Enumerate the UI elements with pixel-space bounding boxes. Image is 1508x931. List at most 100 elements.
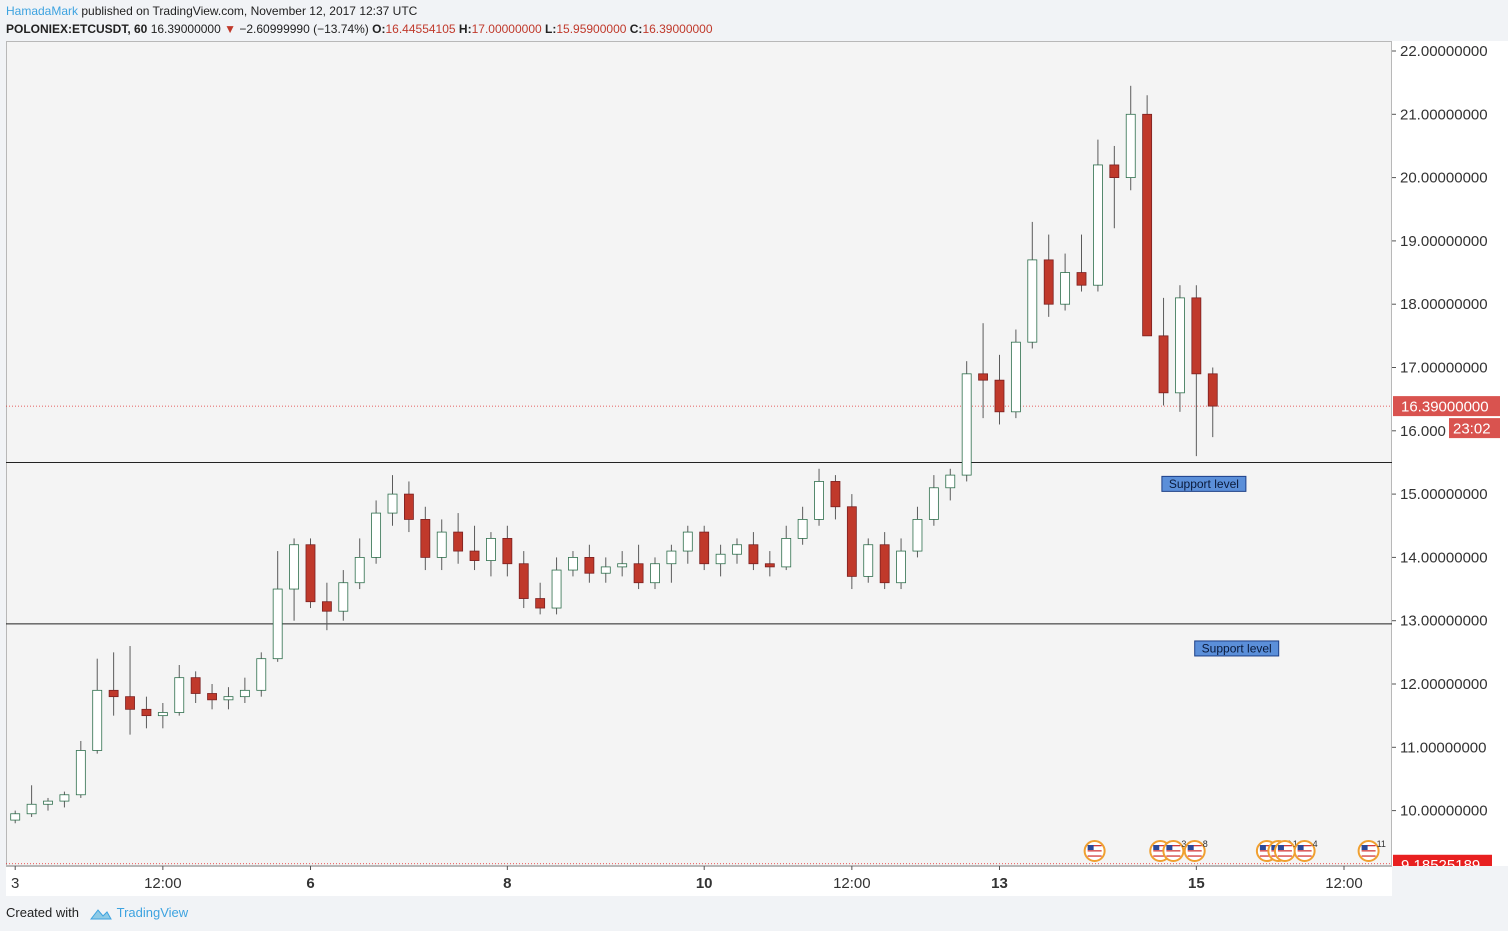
last-price: 16.39000000 bbox=[150, 22, 221, 36]
y-tick-label: 17.00000000 bbox=[1400, 360, 1488, 377]
flag-canton bbox=[1187, 845, 1194, 850]
candle-up bbox=[272, 588, 283, 660]
event-count: 3 bbox=[1181, 839, 1186, 849]
candle-up bbox=[387, 493, 398, 514]
y-tick-label: 11.00000000 bbox=[1400, 739, 1486, 756]
flag-canton bbox=[1166, 845, 1173, 850]
candle-down bbox=[469, 550, 480, 561]
flag-stripe bbox=[1153, 855, 1168, 857]
publish-info: HamadaMark published on TradingView.com,… bbox=[6, 4, 417, 18]
candle-up bbox=[1010, 341, 1021, 413]
candle-up bbox=[1027, 259, 1038, 343]
candle-down bbox=[453, 531, 464, 552]
y-tick-label: 12.00000000 bbox=[1400, 676, 1488, 693]
flag-stripe bbox=[1166, 852, 1181, 855]
candle-up bbox=[928, 487, 939, 520]
candle-up bbox=[75, 750, 86, 796]
candle-up bbox=[896, 550, 906, 584]
flag-stripe bbox=[1259, 847, 1274, 849]
candle-up bbox=[43, 800, 53, 805]
flag-stripe bbox=[1297, 850, 1312, 852]
flag-stripe bbox=[1361, 847, 1376, 849]
chart-plot-area[interactable] bbox=[6, 41, 1392, 866]
support-level-annotation: Support level bbox=[1161, 475, 1247, 492]
annotation-text: Support level bbox=[1169, 477, 1239, 491]
flag-stripe bbox=[1087, 852, 1102, 855]
flag-canton bbox=[1087, 845, 1094, 850]
candle-down bbox=[978, 373, 988, 381]
flag-stripe bbox=[1087, 850, 1102, 852]
candle-up bbox=[863, 544, 874, 577]
candle-down bbox=[633, 563, 644, 584]
y-tick-label: 21.00000000 bbox=[1400, 106, 1488, 123]
us-flag-event-icon: 4 bbox=[1293, 839, 1318, 862]
flag-canton bbox=[1361, 845, 1368, 850]
flag-canton bbox=[1297, 845, 1304, 850]
flag-stripe bbox=[1277, 850, 1292, 852]
axis-low-layer: 9.18525189 bbox=[1393, 854, 1492, 866]
flag-canton bbox=[1277, 845, 1284, 850]
symbol-ohlc-bar: POLONIEX:ETCUSDT, 60 16.39000000 ▼ −2.60… bbox=[6, 22, 713, 36]
symbol-label[interactable]: POLONIEX:ETCUSDT, 60 bbox=[6, 22, 148, 36]
candle-up bbox=[600, 566, 611, 574]
candle-up bbox=[10, 813, 21, 821]
candle-up bbox=[945, 474, 956, 489]
x-tick-label: 12:00 bbox=[144, 875, 182, 892]
flag-stripe bbox=[1277, 847, 1292, 849]
y-tick-label: 19.00000000 bbox=[1400, 233, 1488, 250]
last-price-badge-text: 16.39000000 bbox=[1401, 399, 1489, 416]
flag-stripe bbox=[1187, 852, 1202, 855]
candle-up bbox=[436, 531, 447, 558]
x-tick-label: 15 bbox=[1188, 875, 1205, 892]
candle-up bbox=[650, 563, 660, 584]
flag-stripe bbox=[1259, 845, 1274, 847]
candle-down bbox=[207, 693, 217, 701]
flag-stripe bbox=[1153, 847, 1168, 849]
candle-down bbox=[748, 544, 759, 565]
y-tick-label: 18.00000000 bbox=[1400, 296, 1488, 313]
candle-up bbox=[814, 481, 824, 520]
flag-stripe bbox=[1166, 845, 1181, 847]
flag-canton bbox=[1153, 845, 1160, 850]
y-tick-label: 15.00000000 bbox=[1400, 486, 1488, 503]
flag-stripe bbox=[1259, 850, 1274, 852]
flag-stripe bbox=[1087, 847, 1102, 849]
candle-down bbox=[535, 598, 546, 609]
candle-up bbox=[92, 689, 103, 751]
support-level-annotation: Support level bbox=[1194, 640, 1280, 657]
flag-stripe bbox=[1297, 852, 1312, 855]
us-flag-event-icon bbox=[1083, 840, 1106, 862]
candle-up bbox=[1093, 164, 1103, 286]
candle-up bbox=[223, 696, 234, 701]
low-label: L: bbox=[545, 22, 557, 36]
tradingview-logo-icon[interactable] bbox=[89, 907, 113, 921]
price-axis[interactable] bbox=[1392, 41, 1508, 866]
footer: Created with TradingView bbox=[6, 905, 188, 921]
candle-up bbox=[174, 677, 185, 713]
candle-up bbox=[1175, 297, 1185, 394]
y-tick-label: 14.00000000 bbox=[1400, 549, 1488, 566]
annotation-box bbox=[1161, 475, 1247, 492]
countdown-text: 23:02 bbox=[1453, 421, 1491, 438]
flag-canton bbox=[1271, 845, 1278, 850]
time-axis[interactable] bbox=[6, 866, 1392, 896]
open-label: O: bbox=[372, 22, 386, 36]
us-flag-event-icon: 11 bbox=[1357, 839, 1386, 862]
open-value: 16.44554105 bbox=[385, 22, 456, 36]
flag-stripe bbox=[1259, 852, 1274, 855]
x-tick-label: 12:00 bbox=[833, 875, 871, 892]
candle-up bbox=[715, 553, 726, 565]
x-tick-label: 6 bbox=[306, 875, 314, 892]
flag-stripe bbox=[1297, 845, 1312, 847]
flag-stripe bbox=[1297, 847, 1312, 849]
candle-up bbox=[371, 512, 382, 558]
author-link[interactable]: HamadaMark bbox=[6, 4, 79, 18]
annotation-box bbox=[1194, 640, 1280, 657]
candle-up bbox=[1125, 113, 1136, 179]
flag-stripe bbox=[1166, 850, 1181, 852]
candle-down bbox=[305, 544, 316, 603]
close-value: 16.39000000 bbox=[642, 22, 713, 36]
tradingview-link[interactable]: TradingView bbox=[116, 905, 189, 920]
flag-stripe bbox=[1297, 855, 1312, 857]
